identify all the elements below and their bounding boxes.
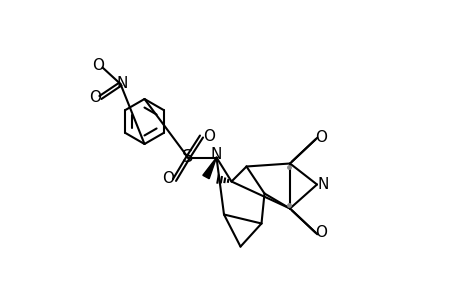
Text: N: N [116, 76, 128, 92]
Polygon shape [202, 158, 216, 179]
Text: N: N [317, 177, 328, 192]
Text: O: O [90, 90, 101, 105]
Text: N: N [210, 147, 222, 162]
Text: O: O [162, 171, 174, 186]
Text: O: O [315, 130, 327, 146]
Text: O: O [91, 58, 103, 74]
Text: O: O [202, 129, 214, 144]
Text: O: O [315, 225, 327, 240]
Text: S: S [182, 148, 193, 166]
